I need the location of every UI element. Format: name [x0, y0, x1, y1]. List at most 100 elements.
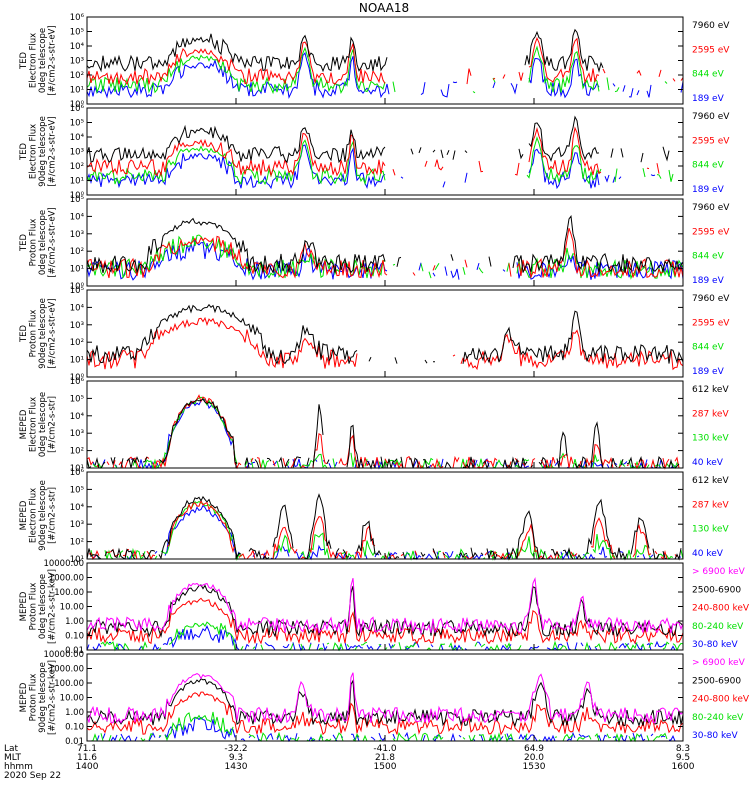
ylabel-line-ted-p-90-0: TED: [19, 324, 29, 343]
ytick-label-meped-p-90-4: 100.00: [54, 679, 84, 689]
ylabel-line-meped-p-90-0: MEPED: [19, 682, 29, 712]
xtick-label-mlt-1: 9.3: [229, 753, 243, 763]
ytick-label-meped-e-90-1: 10²: [70, 538, 84, 548]
ylabel-line-ted-p-0-0: TED: [19, 233, 29, 252]
trace-meped-p-0-2: [86, 597, 684, 645]
panel-ted-p-0: 10⁰ 10¹ 10² 10³ 10⁴ 10⁵ TEDProton Flux0deg tel…: [19, 195, 730, 292]
ytick-label-ted-e-90-2: 10²: [70, 162, 84, 172]
trace-ted-e-0-1: [86, 36, 684, 86]
ylabel-line-meped-p-0-3: [#/cm2-s-str-keV]: [48, 569, 58, 644]
ytick-label-ted-e-0-5: 10⁵: [70, 28, 84, 38]
ytick-label-ted-p-0-4: 10⁴: [70, 212, 85, 222]
ytick-label-meped-p-90-5: 1000.00: [49, 665, 84, 675]
ylabel-line-meped-e-90-2: 90deg telescope: [38, 480, 48, 551]
ytick-label-ted-e-0-0: 10⁰: [70, 100, 85, 110]
frame-meped-p-0: [86, 562, 684, 651]
ytick-label-meped-p-90-2: 1.00: [65, 708, 84, 718]
ylabel-ted-p-0: TEDProton Flux0deg telescope[#/cm2-s-str…: [19, 207, 58, 277]
ylabel-ted-e-0: TEDElectron Flux0deg telescope[#/cm2-s-s…: [19, 25, 58, 95]
legend-meped-p-0-1: 2500-6900: [692, 585, 741, 595]
ylabel-line-meped-e-0-0: MEPED: [19, 409, 29, 439]
legend-ted-e-90-2: 844 eV: [692, 161, 725, 171]
legend-ted-e-90-3: 189 eV: [692, 185, 725, 195]
legend-ted-p-0-2: 844 eV: [692, 252, 725, 262]
x-row-label-1: MLT: [4, 753, 22, 763]
legend-meped-e-90-0: 612 keV: [692, 476, 729, 486]
ytick-label-ted-p-0-2: 10²: [70, 247, 84, 257]
ytick-label-meped-e-0-4: 10⁵: [70, 394, 84, 404]
xtick-label-mlt-3: 20.0: [524, 753, 544, 763]
xtick-label-hhmm-2: 1500: [374, 762, 397, 772]
legend-meped-p-90-3: 80-240 keV: [692, 713, 744, 723]
ytick-label-meped-p-0-3: 10.00: [60, 603, 84, 613]
legend-meped-p-0-0: > 6900 keV: [692, 567, 746, 577]
legend-ted-p-90-3: 189 eV: [692, 367, 725, 377]
ytick-label-ted-p-90-1: 10¹: [70, 356, 84, 366]
ylabel-line-ted-e-0-0: TED: [19, 51, 29, 70]
legend-ted-e-0-2: 844 eV: [692, 70, 725, 80]
x-row-label-0: Lat: [4, 744, 19, 754]
legend-meped-e-90-2: 130 keV: [692, 525, 729, 535]
ylabel-line-meped-e-90-0: MEPED: [19, 500, 29, 530]
ytick-label-meped-e-90-0: 10¹: [70, 555, 84, 565]
legend-ted-e-0-1: 2595 eV: [692, 45, 730, 55]
legend-meped-p-0-3: 80-240 keV: [692, 622, 744, 632]
ytick-label-ted-e-90-6: 10⁶: [70, 104, 85, 114]
trace-meped-e-0-1: [87, 395, 683, 468]
ytick-label-ted-e-0-6: 10⁶: [70, 13, 85, 23]
ylabel-line-ted-e-90-2: 90deg telescope: [38, 116, 48, 187]
legend-ted-p-90-1: 2595 eV: [692, 318, 730, 328]
ylabel-line-ted-e-0-2: 0deg telescope: [38, 28, 48, 93]
ytick-label-ted-e-90-3: 10³: [70, 148, 84, 158]
xtick-label-lat-2: -41.0: [373, 744, 397, 754]
ytick-label-meped-e-0-1: 10²: [70, 447, 84, 457]
trace-meped-e-90-1: [89, 501, 681, 559]
ytick-label-meped-e-0-2: 10³: [70, 429, 84, 439]
legend-ted-p-90-2: 844 eV: [692, 343, 725, 353]
panel-meped-e-90: 10¹ 10² 10³ 10⁴ 10⁵ 10⁶ MEPEDElectron Flux90de…: [19, 468, 729, 565]
legend-meped-p-90-0: > 6900 keV: [692, 658, 746, 668]
trace-ted-e-0-3: [86, 51, 684, 99]
ylabel-line-meped-e-0-1: Electron Flux: [29, 397, 39, 452]
xtick-label-mlt-4: 9.5: [676, 753, 690, 763]
ylabel-meped-e-0: MEPEDElectron Flux0deg telescope[#/cm2-s…: [19, 392, 58, 457]
ytick-label-meped-e-0-3: 10⁴: [70, 412, 85, 422]
ytick-label-ted-p-90-5: 10⁵: [70, 286, 84, 296]
ytick-label-meped-p-0-2: 1.00: [65, 617, 84, 627]
ytick-label-ted-p-0-0: 10⁰: [70, 282, 85, 292]
legend-meped-e-0-2: 130 keV: [692, 434, 729, 444]
trace-meped-p-90-2: [86, 691, 684, 736]
legend-meped-e-90-1: 287 keV: [692, 500, 729, 510]
ylabel-meped-e-90: MEPEDElectron Flux90deg telescope[#/cm2-…: [19, 480, 58, 551]
legend-ted-e-90-1: 2595 eV: [692, 136, 730, 146]
trace-ted-e-90-1: [87, 128, 683, 175]
ytick-label-meped-p-90-3: 10.00: [60, 694, 84, 704]
legend-ted-e-0-3: 189 eV: [692, 94, 725, 104]
ytick-label-meped-e-90-4: 10⁵: [70, 485, 84, 495]
panel-meped-e-0: 10¹ 10² 10³ 10⁴ 10⁵ 10⁶ MEPEDElectron Flux0deg…: [19, 377, 729, 474]
trace-ted-p-0-3: [86, 239, 684, 281]
ylabel-line-meped-e-0-3: [#/cm2-s-str]: [48, 396, 58, 453]
date-label: 2020 Sep 22: [4, 771, 61, 781]
ytick-label-ted-e-90-1: 10¹: [70, 177, 84, 187]
ytick-label-meped-p-90-6: 10000.00: [43, 650, 84, 660]
ylabel-line-meped-p-0-2: 0deg telescope: [38, 574, 48, 639]
ytick-label-ted-e-90-0: 10⁰: [70, 191, 85, 201]
ylabel-line-ted-e-0-1: Electron Flux: [29, 33, 39, 88]
legend-ted-e-0-0: 7960 eV: [692, 21, 730, 31]
legend-meped-e-0-1: 287 keV: [692, 409, 729, 419]
trace-meped-e-0-3: [93, 399, 679, 468]
ytick-label-ted-e-90-4: 10⁴: [70, 133, 85, 143]
legend-ted-p-0-1: 2595 eV: [692, 227, 730, 237]
trace-ted-e-90-3: [87, 145, 683, 188]
xtick-label-lat-3: 64.9: [524, 744, 544, 754]
ytick-label-meped-e-0-5: 10⁶: [70, 377, 85, 387]
x-row-label-2: hhmm: [4, 762, 33, 772]
ylabel-line-ted-p-90-2: 90deg telescope: [38, 298, 48, 369]
ylabel-line-meped-p-0-0: MEPED: [19, 591, 29, 621]
ylabel-line-meped-p-90-3: [#/cm2-s-str-keV]: [48, 660, 58, 735]
ylabel-line-meped-p-0-1: Proton Flux: [29, 583, 39, 631]
